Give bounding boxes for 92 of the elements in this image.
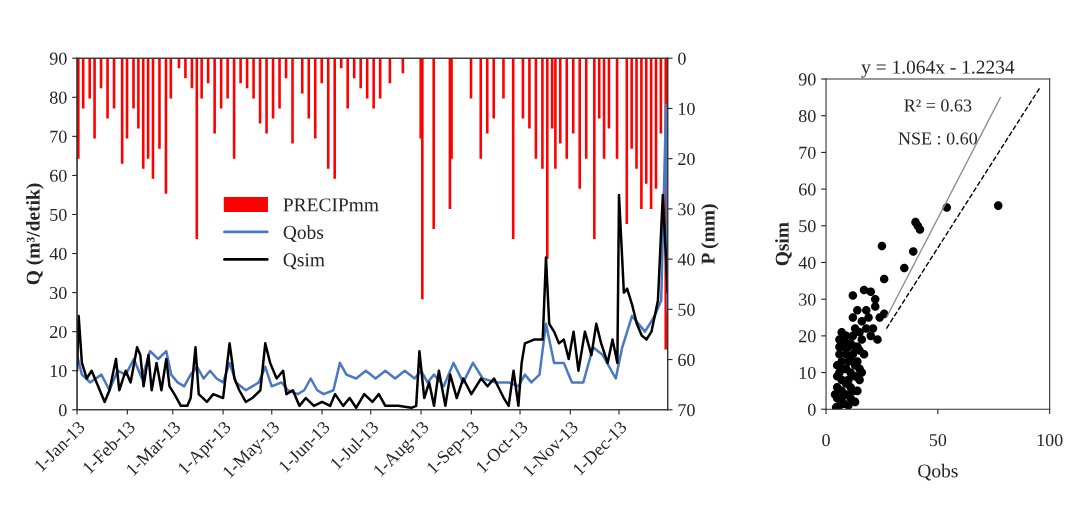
bar (558, 58, 562, 144)
bar (597, 58, 601, 119)
y2-tick-label: 10 (678, 102, 695, 115)
y-tick-label: 30 (50, 286, 67, 300)
y2-tick-label: 40 (677, 253, 695, 266)
bar (359, 58, 362, 89)
bar (184, 58, 187, 79)
bar (346, 58, 349, 109)
y-tick-label: 50 (799, 220, 816, 233)
bar (81, 58, 85, 109)
bar (640, 58, 643, 209)
annotation: R² = 0.63 (904, 99, 972, 112)
y-tick-label: 70 (50, 130, 67, 143)
y-axis-title: Q (m³/detik) (26, 183, 44, 285)
annotation: NSE : 0.60 (898, 132, 978, 145)
bar (545, 58, 549, 260)
bar (307, 58, 311, 119)
y-tick-label: 70 (799, 146, 816, 159)
bar (625, 58, 629, 224)
legend-label: PRECIPmm (283, 198, 379, 212)
bar (635, 58, 638, 169)
bar (479, 58, 483, 159)
bar (265, 58, 268, 134)
y-tick-label: 10 (50, 364, 67, 378)
bar (278, 58, 281, 109)
x-axis-title: Qobs (918, 463, 958, 481)
bar (200, 58, 203, 99)
bar (502, 58, 505, 99)
y-tick-label: 80 (49, 91, 67, 104)
y-tick-label: 0 (807, 403, 816, 416)
bar (320, 58, 324, 84)
bar (593, 58, 596, 240)
bar (137, 58, 140, 129)
bar (195, 58, 199, 240)
bar (421, 58, 424, 300)
y-tick-label: 60 (50, 169, 67, 182)
y-tick-label: 50 (50, 208, 67, 221)
bar (644, 58, 648, 184)
x-tick-label: 100 (1037, 434, 1063, 447)
y2-tick-label: 0 (678, 52, 686, 65)
y-tick-label: 40 (798, 256, 816, 269)
bar (485, 58, 489, 134)
bar (554, 58, 557, 169)
bar (492, 58, 496, 119)
bar (239, 58, 242, 84)
x-tick-label: 50 (929, 434, 947, 447)
y2-tick-label: 60 (678, 353, 695, 366)
y-tick-label: 0 (58, 404, 67, 417)
bar (300, 58, 304, 94)
y2-tick-label: 70 (678, 404, 695, 417)
bar (106, 58, 109, 119)
bar (326, 58, 330, 169)
y-tick-label: 20 (799, 330, 816, 343)
bar (313, 58, 317, 139)
bar (432, 58, 435, 229)
y-tick-label: 60 (799, 183, 816, 196)
bar (213, 58, 216, 134)
bar (333, 58, 337, 179)
bar (578, 58, 582, 189)
bar (565, 58, 569, 159)
y2-axis-title: P (mm) (701, 204, 719, 265)
bar (226, 58, 229, 99)
y-tick-label: 90 (49, 52, 67, 65)
y-tick-label: 90 (798, 73, 816, 86)
bar (291, 58, 294, 144)
chart-title: y = 1.064x - 1.2234 (861, 60, 1015, 78)
y-tick-label: 10 (799, 366, 816, 379)
legend-label: Qobs (283, 225, 324, 242)
y-tick-label: 30 (799, 293, 816, 306)
bar (93, 58, 96, 139)
y-axis-title: Qsim (775, 222, 792, 266)
bar (339, 58, 343, 69)
legend-label: Qsim (283, 253, 325, 270)
bar (541, 58, 544, 169)
y-tick-label: 80 (798, 109, 816, 123)
y2-tick-label: 20 (678, 152, 695, 166)
bar (630, 58, 633, 149)
bar (528, 58, 531, 129)
y-tick-label: 40 (49, 247, 67, 260)
bar (141, 58, 145, 169)
bar (584, 58, 588, 159)
bar (511, 58, 515, 240)
y2-tick-label: 50 (678, 303, 695, 316)
bar (571, 58, 575, 134)
x-tick-label: 0 (822, 434, 830, 447)
bar (158, 58, 161, 149)
y-tick-label: 20 (50, 325, 67, 339)
bar (132, 58, 135, 109)
bar (372, 58, 375, 109)
y2-tick-label: 30 (678, 203, 695, 216)
bar (88, 58, 91, 99)
bar (252, 58, 255, 99)
